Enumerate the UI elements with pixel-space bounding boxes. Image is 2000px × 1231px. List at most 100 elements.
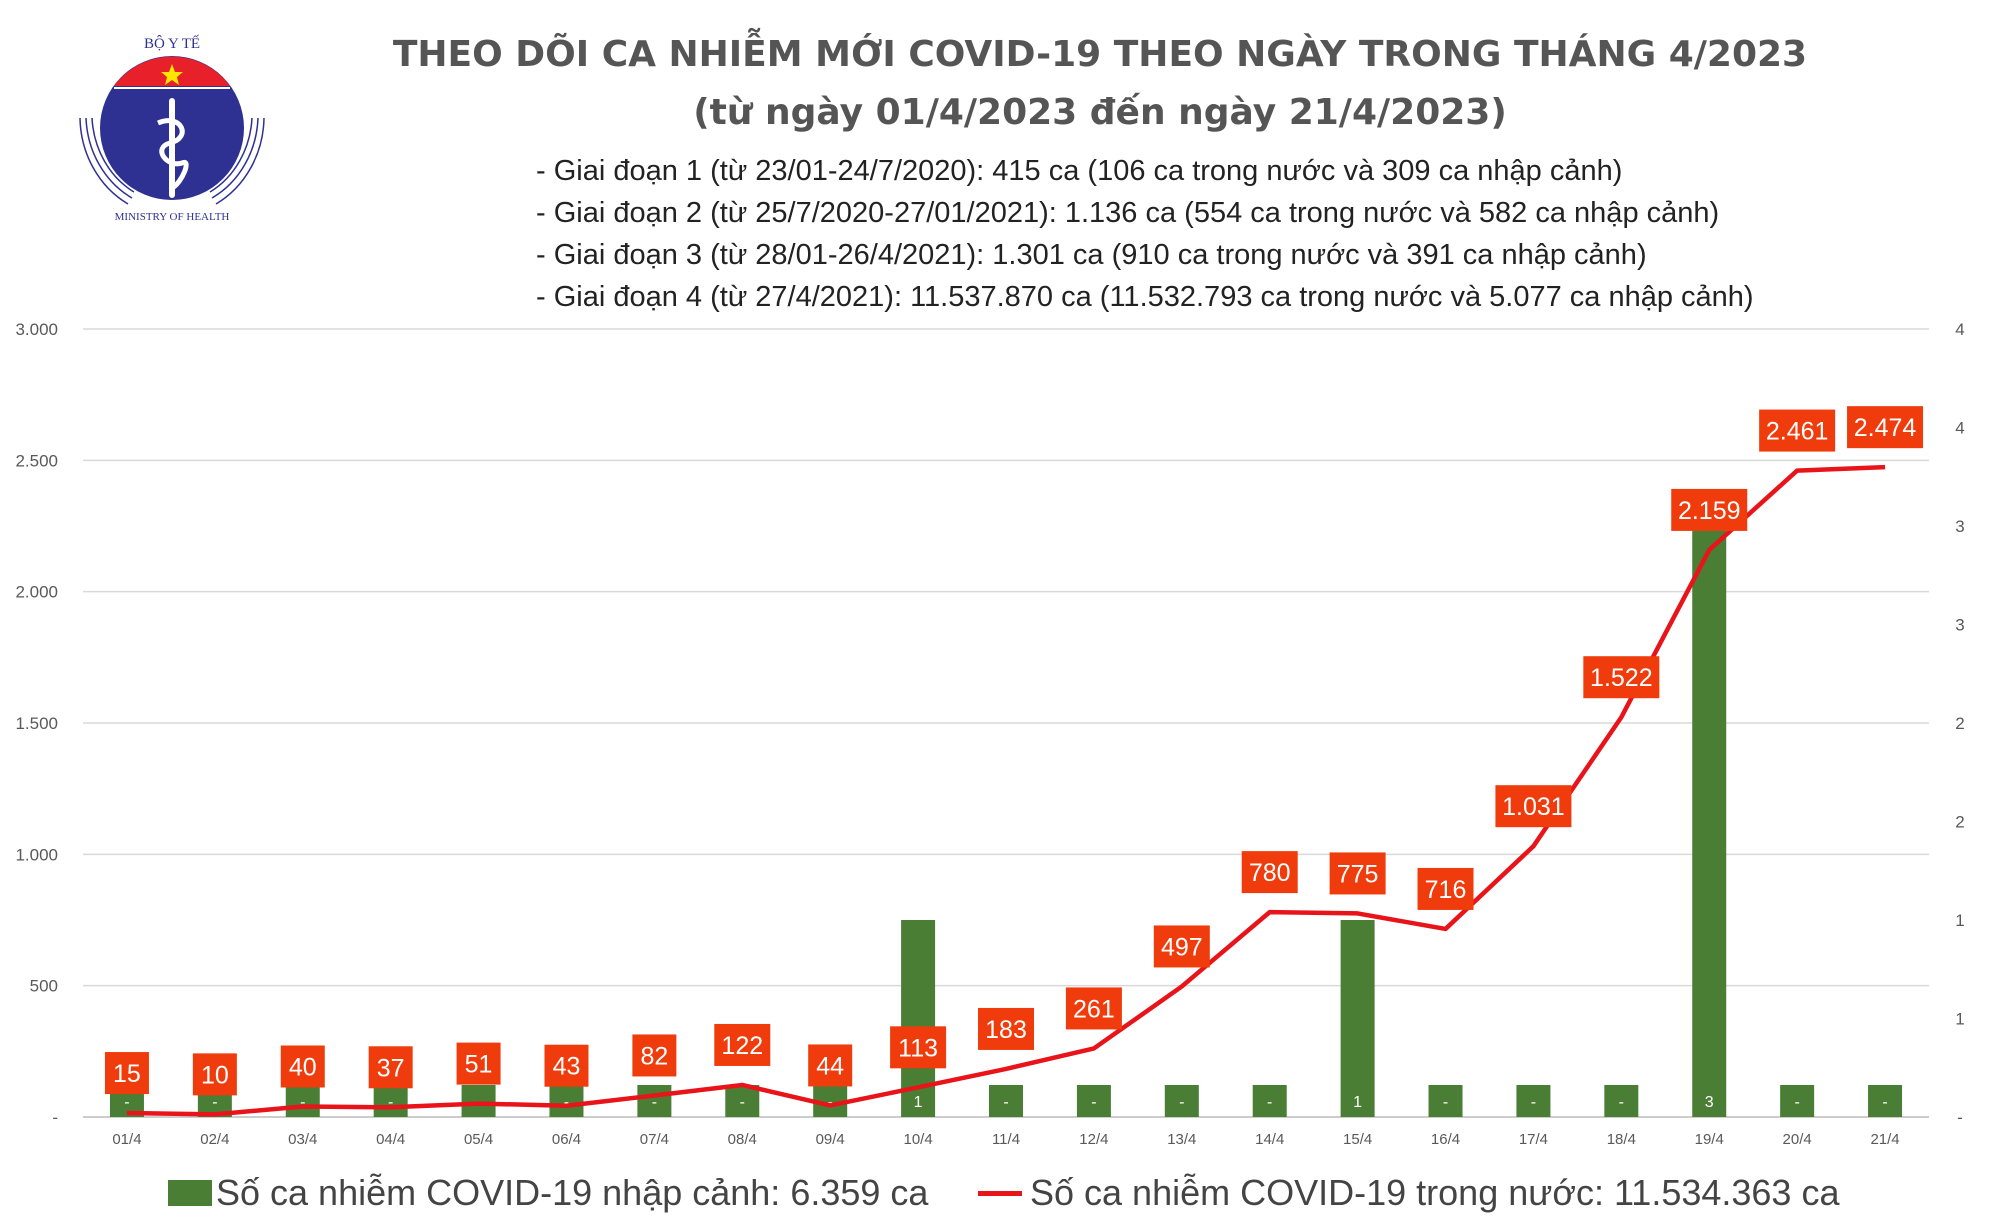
svg-text:BỘ Y TẾ: BỘ Y TẾ	[144, 35, 200, 52]
bar-label: -	[1794, 1094, 1799, 1111]
legend-swatch-line	[978, 1190, 1022, 1196]
x-axis-tick: 18/4	[1607, 1131, 1636, 1148]
data-label: 716	[1425, 876, 1467, 904]
data-label: 10	[201, 1061, 229, 1089]
data-label: 40	[289, 1053, 317, 1081]
x-axis-tick: 10/4	[903, 1131, 932, 1148]
data-label: 1.522	[1590, 664, 1653, 692]
legend-swatch-bar	[168, 1180, 212, 1206]
data-label: 497	[1161, 933, 1203, 961]
phase-note: - Giai đoạn 2 (từ 25/7/2020-27/01/2021):…	[536, 197, 1720, 229]
left-axis-tick: -	[52, 1108, 58, 1127]
data-label: 43	[553, 1053, 581, 1081]
bar	[1428, 1085, 1463, 1117]
ministry-of-health-logo: BỘ Y TẾ MINISTRY OF HEALTH	[79, 35, 265, 223]
bar	[1868, 1085, 1903, 1117]
x-axis-tick: 07/4	[640, 1131, 669, 1148]
right-axis-tick: 1	[1955, 1010, 1964, 1029]
data-label: 780	[1249, 859, 1291, 887]
data-label-box	[1153, 925, 1210, 968]
right-axis-tick: 4	[1955, 320, 1964, 339]
phase-note: - Giai đoạn 1 (từ 23/01-24/7/2020): 415 …	[536, 155, 1623, 187]
data-label-box	[544, 1044, 589, 1087]
x-axis-tick: 14/4	[1255, 1131, 1284, 1148]
data-label: 2.159	[1678, 497, 1741, 525]
left-axis-tick: 1.500	[15, 714, 58, 733]
chart-title: THEO DÕI CA NHIỄM MỚI COVID-19 THEO NGÀY…	[392, 34, 1808, 75]
bar-label: -	[1619, 1094, 1624, 1111]
data-label-box	[1759, 409, 1836, 452]
data-label-box	[1417, 867, 1474, 910]
bar	[549, 1085, 584, 1117]
data-label: 37	[377, 1054, 405, 1082]
svg-text:MINISTRY OF HEALTH: MINISTRY OF HEALTH	[115, 211, 230, 223]
bar-label: -	[1443, 1094, 1448, 1111]
x-axis-tick: 15/4	[1343, 1131, 1372, 1148]
bar-label: -	[1003, 1094, 1008, 1111]
data-label-box	[368, 1046, 413, 1089]
right-axis-tick: -	[1957, 1108, 1963, 1127]
bar-label: -	[1267, 1094, 1272, 1111]
data-label: 183	[985, 1016, 1027, 1044]
left-axis-tick: 500	[30, 977, 58, 996]
bar	[1252, 1085, 1287, 1117]
bar	[637, 1085, 672, 1117]
bar	[1604, 1085, 1639, 1117]
data-label-box	[1241, 851, 1298, 894]
data-label-box	[714, 1023, 771, 1066]
phase-notes: - Giai đoạn 1 (từ 23/01-24/7/2020): 415 …	[536, 150, 1754, 318]
bar	[461, 1085, 496, 1117]
x-axis-tick: 08/4	[728, 1131, 757, 1148]
bar-label: -	[1179, 1094, 1184, 1111]
data-label-box	[280, 1045, 325, 1088]
bar	[1164, 1085, 1199, 1117]
bar-label: -	[300, 1094, 305, 1111]
left-axis-tick: 2.500	[15, 451, 58, 470]
x-axis-tick: 02/4	[200, 1131, 229, 1148]
data-label-box	[1583, 656, 1660, 699]
bar-label: -	[1091, 1094, 1096, 1111]
data-label-box	[456, 1042, 501, 1085]
data-label: 51	[465, 1051, 493, 1079]
data-label: 1.031	[1502, 793, 1565, 821]
data-label: 122	[721, 1032, 763, 1060]
x-axis-tick: 09/4	[816, 1131, 845, 1148]
bar-label: -	[1882, 1094, 1887, 1111]
data-label: 82	[640, 1042, 668, 1070]
bar	[725, 1085, 760, 1117]
right-axis-tick: 4	[1955, 419, 1964, 438]
right-axis-tick: 1	[1955, 911, 1964, 930]
data-label-box	[1329, 852, 1386, 895]
legend-label: Số ca nhiễm COVID-19 trong nước: 11.534.…	[1030, 1172, 1840, 1213]
right-axis-tick: 3	[1955, 517, 1964, 536]
bar-label: 1	[1353, 1094, 1362, 1111]
bar	[1516, 1085, 1551, 1117]
legend-label: Số ca nhiễm COVID-19 nhập cảnh: 6.359 ca	[216, 1172, 929, 1213]
right-axis-tick: 3	[1955, 616, 1964, 635]
bar	[285, 1085, 320, 1117]
bar-label: -	[212, 1094, 217, 1111]
bar-label: 1	[914, 1094, 923, 1111]
bar-label: -	[124, 1094, 129, 1111]
data-label-box	[632, 1034, 677, 1077]
x-axis-tick: 01/4	[112, 1131, 141, 1148]
bar	[373, 1085, 408, 1117]
data-label: 15	[113, 1060, 141, 1088]
x-axis-tick: 17/4	[1519, 1131, 1548, 1148]
data-label: 2.461	[1766, 418, 1829, 446]
x-axis-tick: 16/4	[1431, 1131, 1460, 1148]
phase-note: - Giai đoạn 4 (từ 27/4/2021): 11.537.870…	[536, 281, 1754, 313]
x-axis-tick: 05/4	[464, 1131, 493, 1148]
data-label-box	[808, 1044, 853, 1087]
bar-label: -	[652, 1094, 657, 1111]
data-label: 44	[816, 1052, 844, 1080]
x-axis-tick: 20/4	[1783, 1131, 1812, 1148]
bar	[1340, 920, 1375, 1117]
bar-label: -	[828, 1094, 833, 1111]
chart-subtitle: (từ ngày 01/4/2023 đến ngày 21/4/2023)	[693, 92, 1507, 133]
right-axis-tick: 2	[1955, 813, 1964, 832]
line-series	[126, 464, 1886, 1117]
legend-item-imported: Số ca nhiễm COVID-19 nhập cảnh: 6.359 ca	[168, 1172, 928, 1214]
x-axis-tick: 12/4	[1079, 1131, 1108, 1148]
